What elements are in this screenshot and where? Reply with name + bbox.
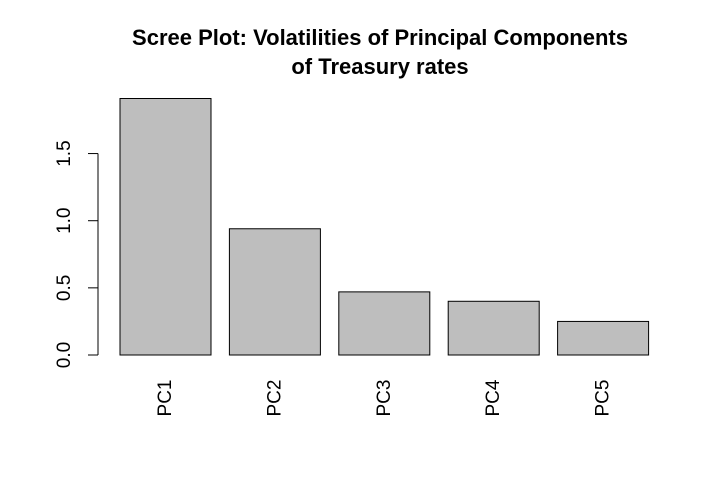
- x-tick-label-pc5: PC5: [593, 380, 614, 417]
- y-tick-label: 1.5: [54, 140, 75, 166]
- bar-pc2: [228, 228, 321, 356]
- y-tick-label: 1.0: [54, 207, 75, 233]
- chart-title-line-1: Scree Plot: Volatilities of Principal Co…: [132, 25, 628, 50]
- chart-title-line-2: of Treasury rates: [291, 54, 468, 79]
- y-tick-label: 0.5: [54, 275, 75, 301]
- y-tick-label: 0.0: [54, 342, 75, 368]
- y-axis-ticks: 0.0 0.5 1.0 1.5: [54, 140, 98, 368]
- x-tick-label-pc2: PC2: [264, 380, 285, 417]
- x-tick-label-pc3: PC3: [374, 380, 395, 417]
- x-tick-label-pc1: PC1: [155, 380, 176, 417]
- bar-pc5: [557, 320, 650, 356]
- bars-group: [119, 98, 650, 356]
- bar-pc1: [119, 98, 212, 356]
- x-tick-label-pc4: PC4: [483, 379, 504, 416]
- x-axis-labels: PC1 PC2 PC3 PC4 PC5: [155, 379, 614, 416]
- bar-pc3: [338, 291, 431, 356]
- bar-pc4: [447, 300, 540, 356]
